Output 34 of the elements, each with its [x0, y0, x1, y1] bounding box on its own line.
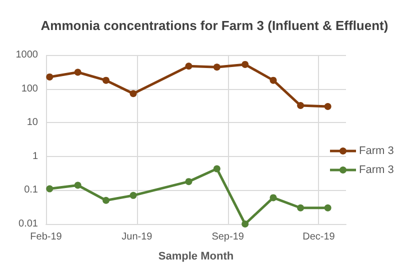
point [46, 73, 54, 80]
legend-label: Farm 3 [359, 145, 394, 157]
point [270, 76, 277, 84]
point [270, 194, 277, 202]
y-tick-label: 100 [21, 83, 38, 94]
point [324, 102, 332, 110]
x-tick-label: Dec-19 [302, 232, 336, 242]
x-axis-title: Sample Month [158, 250, 234, 262]
point [102, 76, 110, 84]
x-tick-label: Sep-19 [212, 232, 244, 242]
point [213, 64, 220, 71]
point [185, 178, 192, 186]
point [74, 68, 82, 76]
point [102, 196, 110, 204]
y-tick-label: 1 [32, 150, 38, 162]
point [185, 62, 192, 70]
point [213, 165, 220, 172]
chart-title: Ammonia concentrations for Farm 3 (Influent & Effluent) [40, 18, 388, 33]
point [324, 204, 332, 212]
point [130, 192, 137, 199]
point [46, 185, 54, 192]
x-tick-label: Feb-19 [30, 232, 62, 242]
y-tick-label: 1000 [16, 50, 38, 60]
y-tick-label: 0.01 [18, 218, 38, 230]
point [130, 90, 137, 98]
point [297, 102, 304, 110]
y-tick-label: 0.1 [24, 184, 38, 196]
x-tick-label: Jun-19 [122, 232, 153, 242]
point [242, 220, 249, 228]
y-tick-label: 10 [26, 117, 38, 128]
point [74, 182, 82, 189]
point [242, 60, 249, 68]
point [297, 204, 304, 212]
legend-label: Farm 3 [359, 164, 394, 176]
